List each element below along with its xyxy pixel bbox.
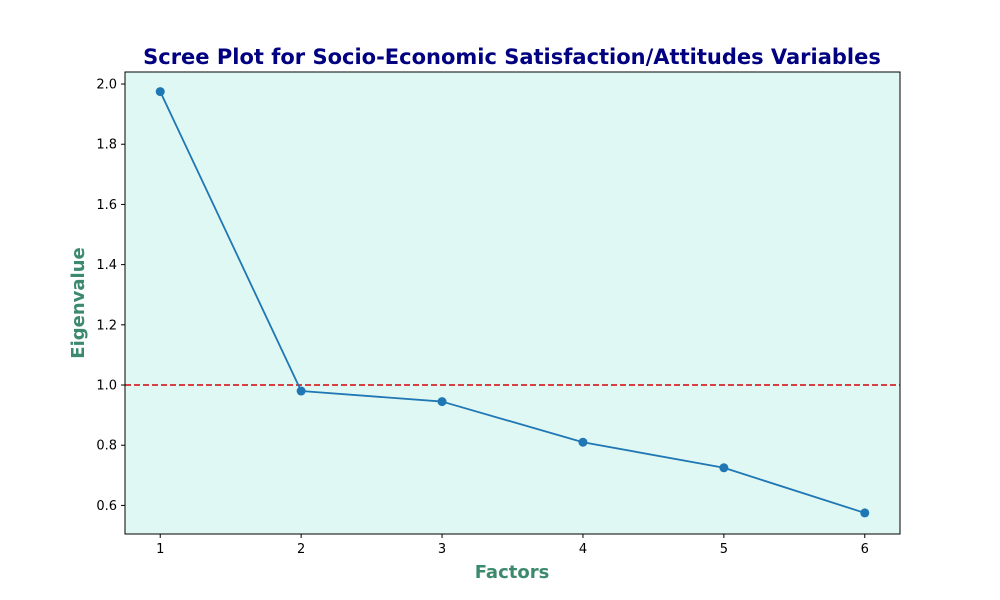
y-axis-ticks: 0.6 0.8 1.0 1.2 1.4 1.6 1.8 2.0 xyxy=(96,78,125,514)
y-tick-label: 1.6 xyxy=(96,198,117,213)
series-layer xyxy=(159,91,866,514)
series-line xyxy=(159,91,866,514)
x-tick-label: 5 xyxy=(720,542,728,557)
y-axis-label: Eigenvalue xyxy=(68,247,89,358)
x-axis-label: Factors xyxy=(475,562,550,583)
y-tick-label: 1.0 xyxy=(96,379,117,394)
y-tick-label: 2.0 xyxy=(96,78,117,93)
plot-area-frame xyxy=(124,71,901,535)
x-tick-label: 1 xyxy=(156,542,164,557)
y-tick-label: 0.6 xyxy=(96,499,117,514)
data-point-factor-1 xyxy=(155,87,165,97)
marker-layer xyxy=(155,87,870,518)
y-tick-label: 1.8 xyxy=(96,138,117,153)
y-tick-label: 0.8 xyxy=(96,439,117,454)
y-tick-label: 1.4 xyxy=(96,258,117,273)
y-tick-label: 1.2 xyxy=(96,318,117,333)
data-point-factor-4 xyxy=(578,437,588,447)
data-point-factor-5 xyxy=(719,463,729,473)
data-point-factor-3 xyxy=(437,397,447,407)
x-tick-label: 4 xyxy=(579,542,587,557)
chart-title: Scree Plot for Socio-Economic Satisfacti… xyxy=(143,45,881,69)
data-point-factor-6 xyxy=(860,508,870,518)
plot-area-background xyxy=(125,72,900,534)
x-tick-label: 6 xyxy=(861,542,869,557)
x-tick-label: 2 xyxy=(297,542,305,557)
x-tick-label: 3 xyxy=(438,542,446,557)
x-axis-ticks: 1 2 3 4 5 6 xyxy=(156,534,869,557)
data-point-factor-2 xyxy=(296,386,306,396)
